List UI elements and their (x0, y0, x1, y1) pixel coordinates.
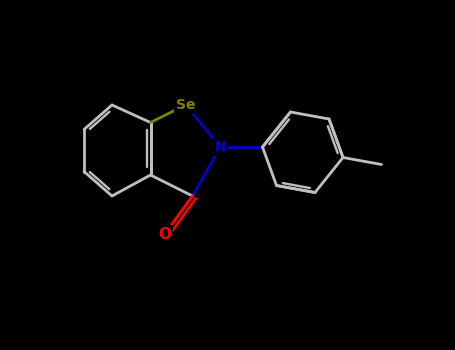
Text: Se: Se (176, 98, 195, 112)
Text: O: O (158, 227, 171, 242)
Text: N: N (215, 140, 226, 154)
